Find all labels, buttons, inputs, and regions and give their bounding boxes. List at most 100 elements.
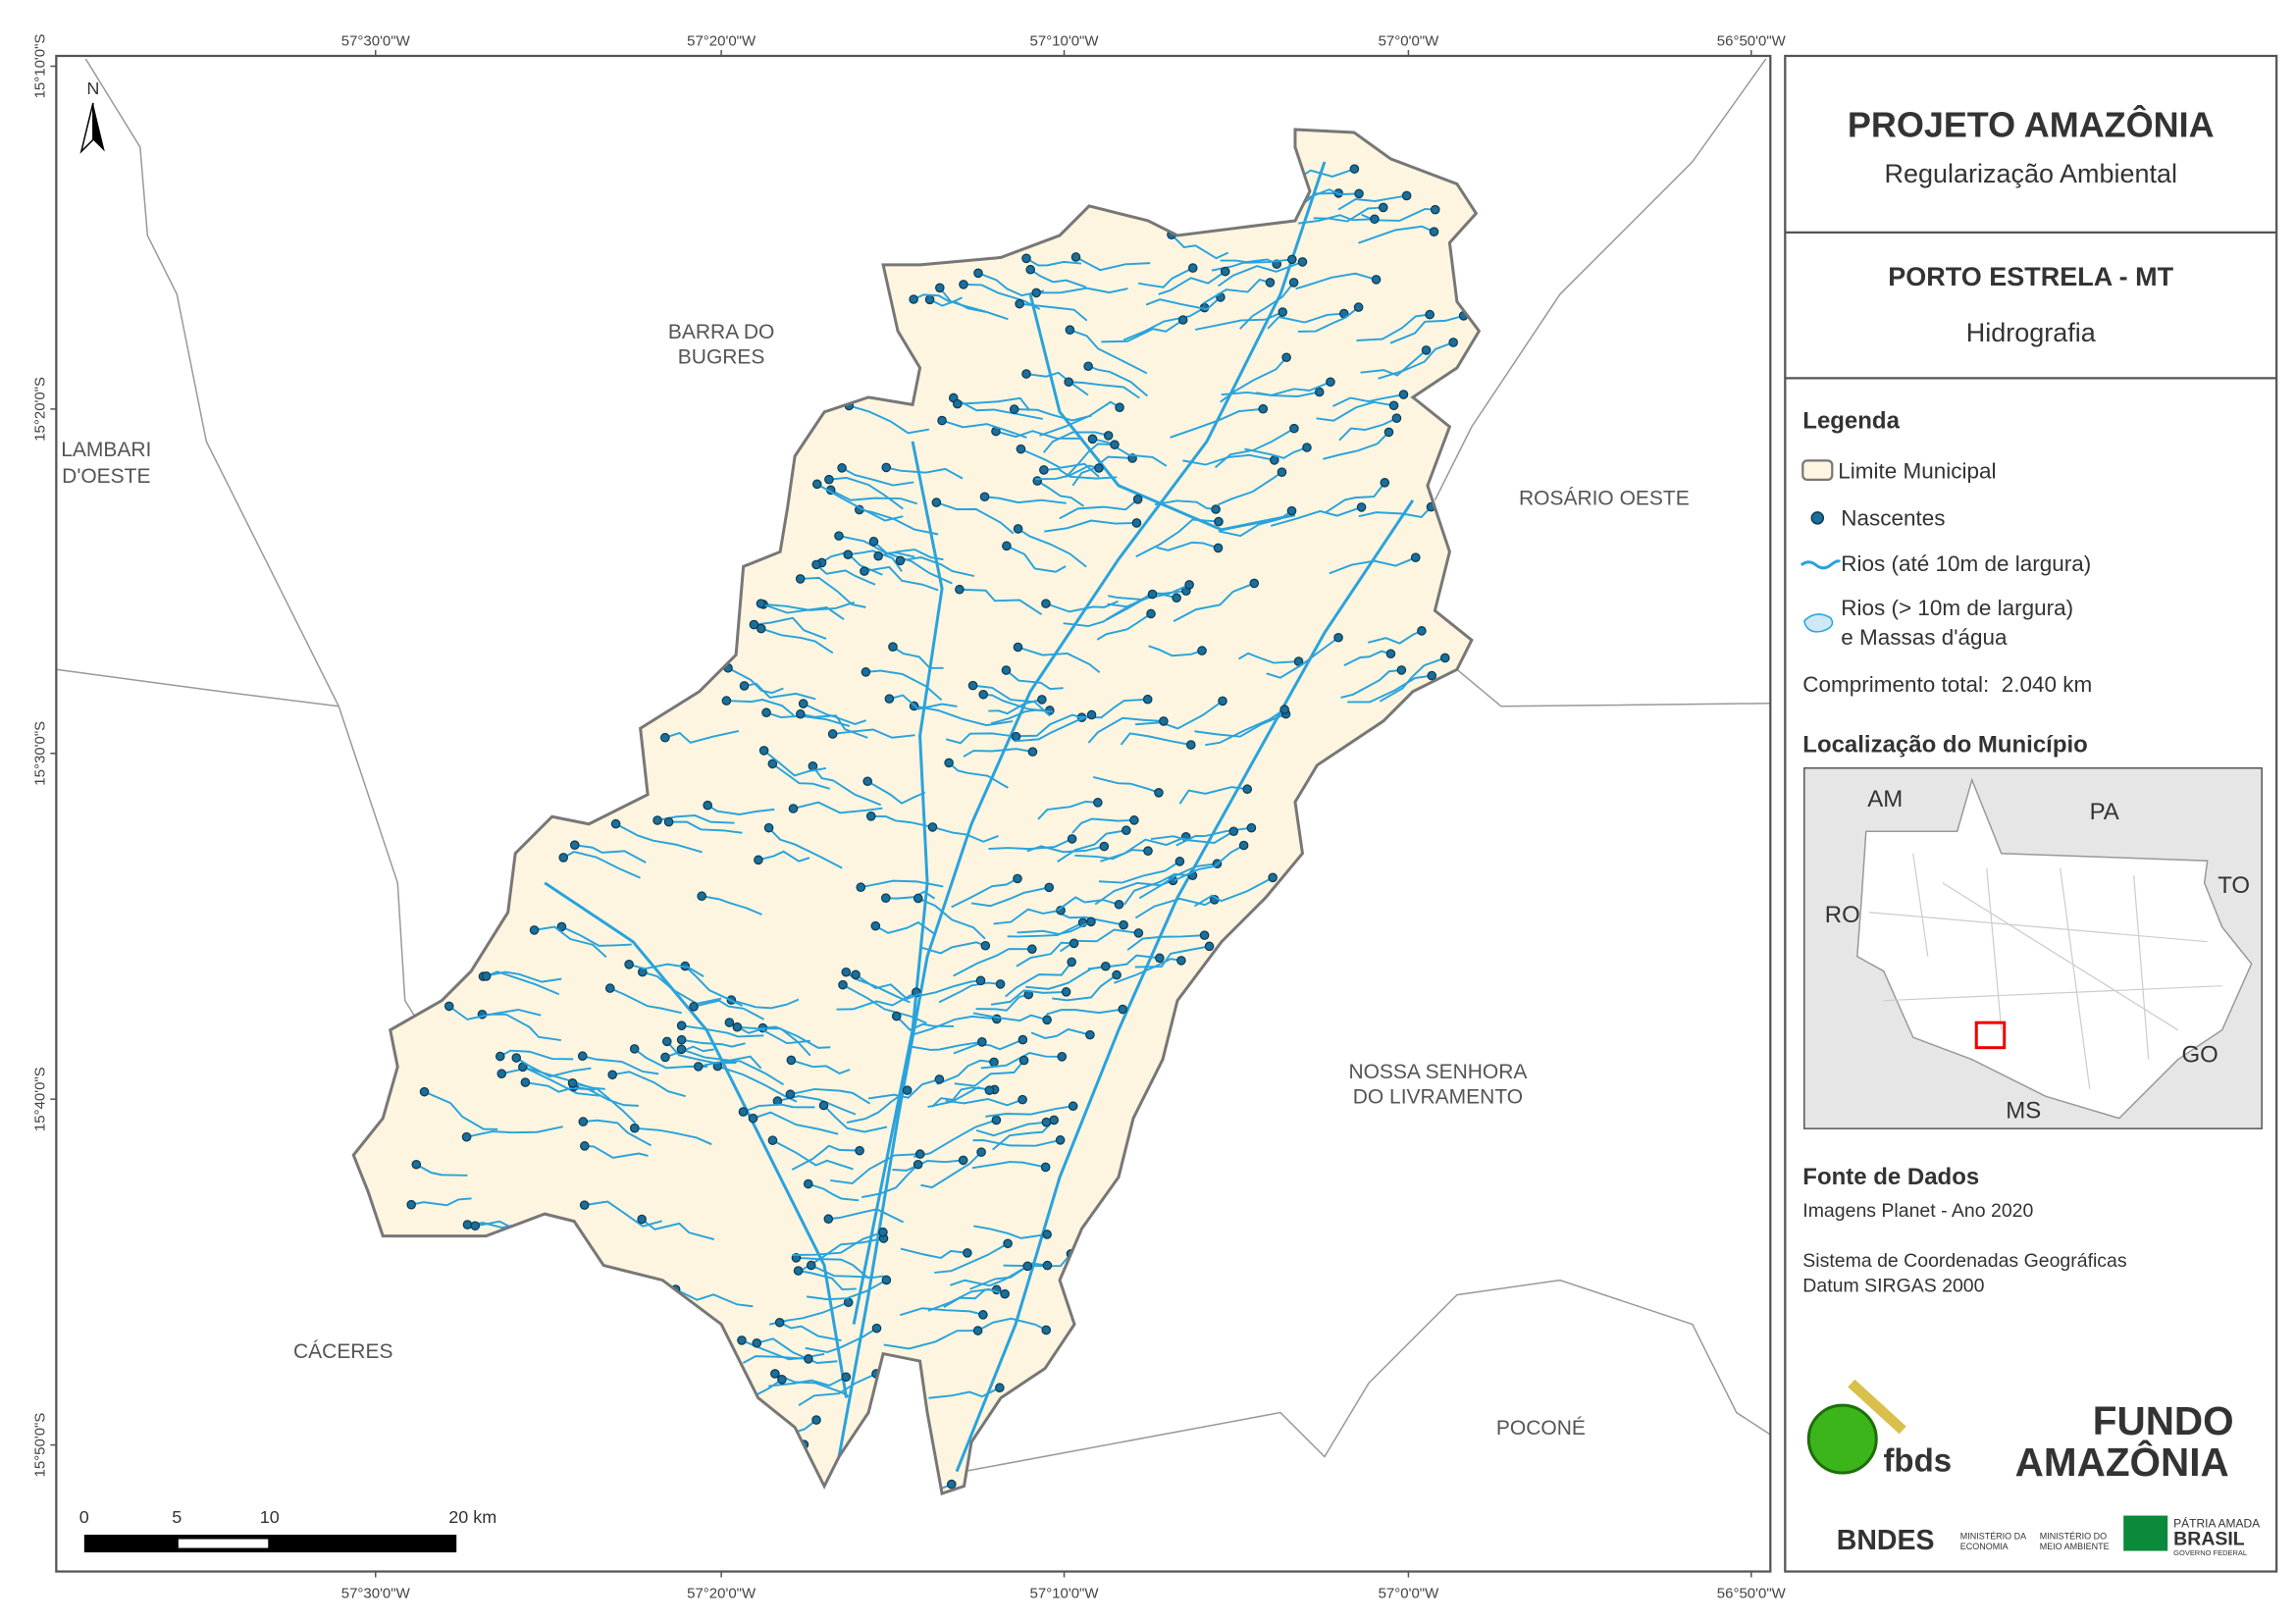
- spring: [496, 1069, 507, 1079]
- spring: [1021, 369, 1031, 379]
- spring: [607, 1070, 617, 1080]
- stream: [1135, 518, 1220, 558]
- spring: [1356, 502, 1367, 512]
- stream: [931, 1086, 990, 1108]
- spring: [663, 816, 674, 827]
- stream: [486, 970, 560, 996]
- stream: [1337, 194, 1407, 211]
- legend-item: Rios (até 10m de largura): [1841, 551, 2091, 576]
- spring: [1297, 257, 1308, 267]
- stream: [883, 1330, 978, 1350]
- spring: [1022, 1261, 1032, 1272]
- spring: [798, 699, 809, 708]
- spring: [795, 574, 806, 584]
- stream: [988, 698, 1043, 715]
- stream: [1323, 431, 1390, 460]
- spring: [1279, 705, 1289, 714]
- stream: [911, 1015, 997, 1036]
- stream: [957, 396, 1031, 411]
- boundary: [56, 668, 339, 707]
- longitude-label: 56°50'0"W: [1717, 32, 1787, 49]
- spring: [927, 822, 938, 832]
- spring: [1065, 325, 1075, 335]
- stream: [984, 496, 1067, 504]
- stream: [1043, 467, 1118, 480]
- stream: [1329, 556, 1417, 575]
- stream: [1056, 896, 1120, 912]
- boundary: [964, 1279, 1771, 1473]
- spring: [1025, 264, 1035, 275]
- spring: [1018, 1034, 1028, 1045]
- spring: [931, 497, 942, 507]
- spring: [676, 1034, 687, 1045]
- stream: [774, 1373, 850, 1397]
- spring: [411, 1159, 422, 1170]
- spring: [913, 1159, 923, 1170]
- stream: [1096, 612, 1152, 641]
- stream: [1367, 629, 1423, 645]
- spring: [818, 1100, 829, 1111]
- spring: [1268, 872, 1278, 883]
- stream: [896, 1015, 955, 1031]
- scale-label: 5: [172, 1507, 182, 1527]
- logo-text: BNDES: [1837, 1525, 1935, 1556]
- spring: [909, 294, 918, 304]
- spring: [577, 1051, 588, 1062]
- spring: [1083, 361, 1093, 372]
- spring: [652, 815, 662, 825]
- spring: [995, 979, 1006, 989]
- inset-state: [1855, 777, 2253, 1120]
- spring: [660, 1052, 670, 1063]
- spring: [1061, 987, 1071, 997]
- spring: [838, 979, 848, 990]
- spring: [976, 1147, 986, 1157]
- stream: [737, 1025, 811, 1057]
- spring: [1159, 716, 1169, 726]
- spring: [749, 619, 759, 630]
- stream: [743, 1103, 815, 1113]
- spring: [1214, 516, 1224, 527]
- spring: [979, 492, 990, 502]
- stream: [1170, 407, 1264, 439]
- spring: [481, 971, 492, 981]
- stream: [1347, 674, 1433, 704]
- spring: [1396, 665, 1407, 675]
- stream: [945, 1098, 1023, 1107]
- stream: [1017, 920, 1092, 935]
- spring: [676, 1044, 687, 1055]
- stream: [953, 948, 1032, 977]
- spring: [1401, 190, 1412, 201]
- stream: [1005, 669, 1064, 691]
- spring: [495, 1051, 505, 1062]
- logo-text: MEIO AMBIENTE: [2040, 1542, 2110, 1551]
- stream: [1007, 921, 1084, 938]
- spring: [1425, 309, 1435, 320]
- spring: [1037, 695, 1047, 705]
- stream: [806, 1279, 887, 1301]
- spring: [967, 680, 978, 691]
- stream: [977, 272, 1045, 297]
- spring: [624, 960, 634, 969]
- inset-state-label: RO: [1825, 902, 1860, 928]
- legend-swatch: [1810, 511, 1825, 525]
- stream: [1057, 911, 1124, 926]
- spring: [1013, 642, 1023, 653]
- logo-text: AMAZÔNIA: [2015, 1440, 2229, 1485]
- stream: [1360, 349, 1428, 377]
- spring: [1388, 400, 1399, 411]
- spring: [444, 1001, 454, 1012]
- spring: [984, 1085, 995, 1095]
- stream: [1214, 427, 1295, 469]
- stream: [1156, 541, 1219, 551]
- stream: [611, 1071, 686, 1098]
- spring: [1249, 578, 1260, 589]
- stream: [941, 419, 1027, 439]
- river: [1028, 293, 1296, 532]
- spring: [811, 479, 822, 490]
- spring: [1069, 938, 1079, 949]
- spring: [1112, 969, 1122, 980]
- spring: [558, 853, 569, 863]
- spring: [796, 708, 806, 719]
- spring: [856, 882, 866, 893]
